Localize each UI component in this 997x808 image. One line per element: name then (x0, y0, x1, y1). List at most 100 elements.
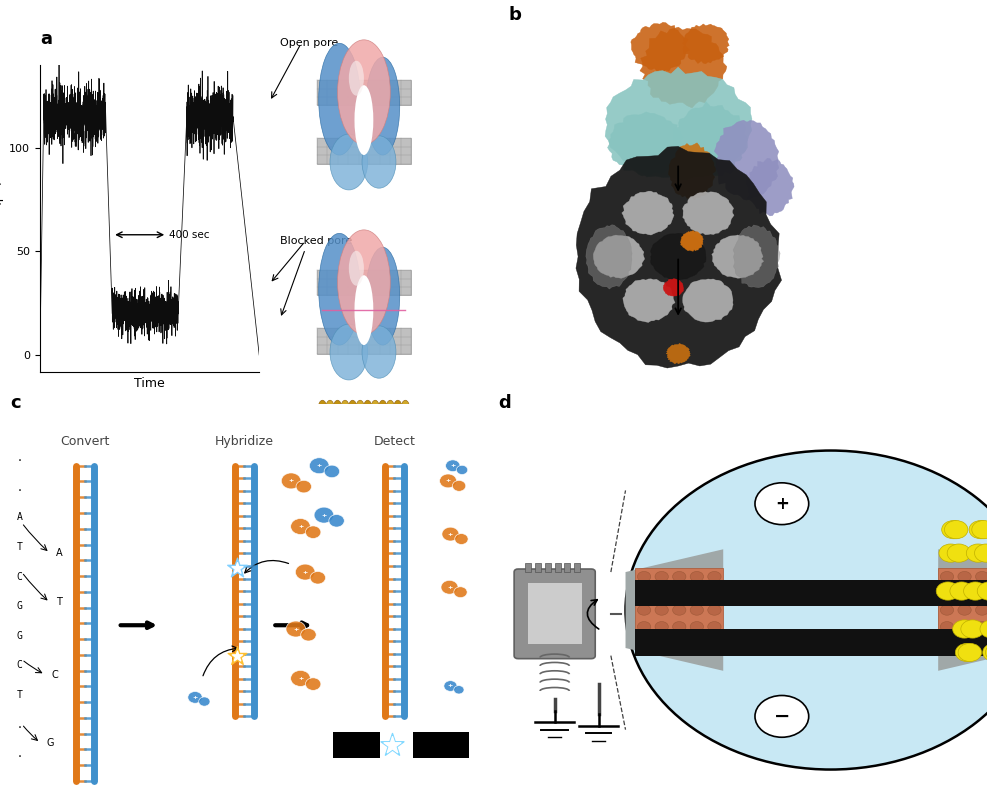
Text: +: + (448, 684, 453, 688)
Circle shape (940, 638, 954, 649)
Text: +: + (288, 478, 294, 483)
Polygon shape (623, 279, 675, 322)
Text: Convert: Convert (60, 436, 110, 448)
Circle shape (301, 629, 316, 641)
Polygon shape (673, 102, 748, 175)
Text: +: + (317, 463, 322, 468)
Polygon shape (650, 234, 706, 280)
Circle shape (755, 483, 809, 524)
Point (384, 739, 400, 751)
Text: +: + (298, 524, 303, 529)
Text: +: + (447, 585, 452, 590)
Polygon shape (746, 158, 794, 216)
Text: +: + (321, 512, 327, 518)
Text: T: T (56, 597, 62, 608)
Circle shape (349, 400, 357, 415)
Circle shape (958, 643, 982, 662)
Circle shape (655, 571, 668, 582)
Text: c: c (10, 394, 21, 412)
Circle shape (690, 621, 704, 632)
Circle shape (281, 473, 301, 489)
Polygon shape (712, 235, 764, 278)
Circle shape (455, 533, 469, 545)
Circle shape (708, 621, 721, 632)
Circle shape (673, 605, 686, 615)
Circle shape (958, 621, 971, 632)
Circle shape (314, 507, 334, 523)
Circle shape (673, 621, 686, 632)
Circle shape (950, 582, 973, 600)
Circle shape (980, 620, 997, 638)
Text: +: + (775, 494, 789, 513)
Circle shape (963, 582, 987, 600)
Text: .: . (16, 482, 22, 493)
Text: d: d (498, 394, 511, 412)
Polygon shape (593, 235, 645, 278)
Text: a: a (40, 31, 52, 48)
Circle shape (444, 680, 457, 692)
Circle shape (673, 571, 686, 582)
Text: +: + (446, 478, 451, 483)
Circle shape (198, 697, 210, 706)
Ellipse shape (338, 40, 390, 145)
Point (384, 739, 400, 751)
Circle shape (286, 621, 306, 637)
Circle shape (305, 678, 321, 690)
Polygon shape (576, 146, 782, 368)
Circle shape (379, 400, 387, 415)
Polygon shape (631, 23, 690, 72)
Polygon shape (733, 225, 780, 288)
Text: A: A (56, 548, 63, 558)
Circle shape (953, 620, 976, 638)
Ellipse shape (338, 229, 390, 335)
FancyBboxPatch shape (514, 569, 595, 659)
Circle shape (326, 400, 334, 415)
Polygon shape (625, 549, 723, 671)
Circle shape (991, 582, 997, 600)
Bar (413, 731, 470, 758)
Circle shape (690, 605, 704, 615)
Circle shape (637, 605, 651, 615)
Polygon shape (683, 279, 733, 322)
Circle shape (690, 571, 704, 582)
Ellipse shape (362, 326, 396, 378)
Circle shape (364, 400, 372, 415)
Circle shape (708, 571, 721, 582)
Circle shape (958, 605, 971, 615)
Bar (317, 80, 411, 105)
Text: Open pore: Open pore (280, 38, 338, 48)
Text: G: G (16, 631, 22, 641)
Bar (333, 731, 380, 758)
Circle shape (975, 605, 989, 615)
Circle shape (940, 621, 954, 632)
Ellipse shape (319, 44, 360, 155)
Text: C: C (51, 670, 58, 680)
Text: b: b (508, 6, 521, 24)
Circle shape (457, 465, 468, 474)
Circle shape (655, 588, 668, 599)
Text: Hybridize: Hybridize (214, 436, 274, 448)
Circle shape (401, 400, 410, 415)
Circle shape (356, 400, 364, 415)
Polygon shape (622, 191, 674, 235)
Circle shape (947, 544, 971, 562)
Circle shape (974, 544, 997, 562)
Circle shape (295, 564, 315, 580)
Polygon shape (938, 549, 997, 671)
Circle shape (993, 638, 997, 649)
Circle shape (993, 605, 997, 615)
Circle shape (341, 400, 349, 415)
Circle shape (305, 526, 321, 538)
Polygon shape (680, 230, 703, 251)
Circle shape (655, 605, 668, 615)
Circle shape (983, 643, 997, 662)
Circle shape (966, 544, 990, 562)
Bar (317, 138, 411, 163)
Ellipse shape (349, 61, 364, 95)
Text: +: + (192, 695, 197, 700)
Text: Detect: Detect (373, 436, 415, 448)
Bar (535, 562, 541, 572)
Text: −: − (774, 707, 790, 726)
Circle shape (993, 571, 997, 582)
Bar (635, 568, 723, 652)
